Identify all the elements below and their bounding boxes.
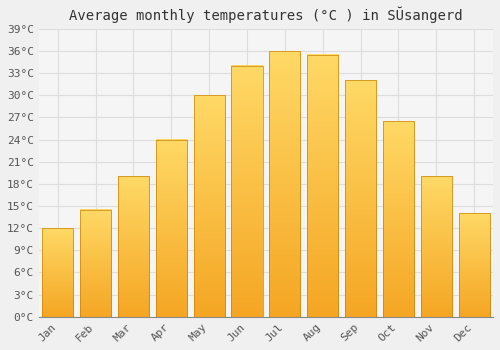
Bar bbox=[80, 210, 111, 317]
Bar bbox=[421, 176, 452, 317]
Bar bbox=[383, 121, 414, 317]
Bar bbox=[156, 140, 187, 317]
Title: Average monthly temperatures (°C ) in SŬsangerd: Average monthly temperatures (°C ) in SŬ… bbox=[69, 7, 462, 23]
Bar bbox=[42, 228, 74, 317]
Bar bbox=[118, 176, 149, 317]
Bar bbox=[307, 55, 338, 317]
Bar bbox=[232, 66, 262, 317]
Bar bbox=[270, 51, 300, 317]
Bar bbox=[458, 214, 490, 317]
Bar bbox=[194, 95, 224, 317]
Bar bbox=[345, 80, 376, 317]
